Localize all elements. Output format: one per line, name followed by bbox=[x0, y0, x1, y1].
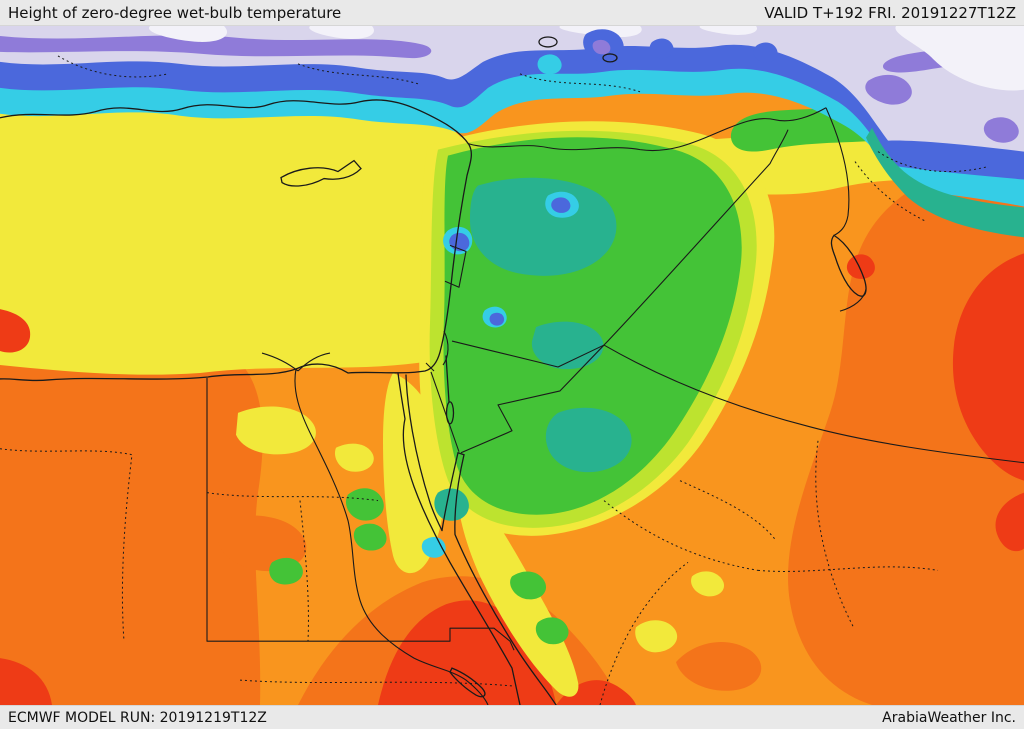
contour-layer-teal bbox=[434, 177, 632, 521]
footer-bar: ECMWF MODEL RUN: 20191219T12Z ArabiaWeat… bbox=[0, 705, 1024, 729]
weather-map bbox=[0, 26, 1024, 705]
contour-layer-white bbox=[148, 26, 1024, 91]
contour-layer-lavender bbox=[0, 26, 1024, 152]
page-title: Height of zero-degree wet-bulb temperatu… bbox=[8, 3, 342, 22]
admin-borders-dotted bbox=[0, 55, 989, 705]
valid-time-label: VALID T+192 FRI. 20191227T12Z bbox=[764, 3, 1016, 22]
attribution-label: ArabiaWeather Inc. bbox=[882, 709, 1016, 726]
model-run-label: ECMWF MODEL RUN: 20191219T12Z bbox=[8, 709, 267, 726]
contour-corner-teal-fringe bbox=[866, 127, 1024, 238]
contour-map-svg bbox=[0, 26, 1024, 705]
header-bar: Height of zero-degree wet-bulb temperatu… bbox=[0, 0, 1024, 26]
nile-river bbox=[261, 352, 489, 705]
country-borders bbox=[206, 107, 1024, 651]
contour-north-spots-purple bbox=[592, 39, 611, 55]
contour-spot-red-left bbox=[0, 309, 31, 353]
contour-north-spots-cyan bbox=[537, 54, 562, 75]
coastlines bbox=[0, 36, 867, 705]
